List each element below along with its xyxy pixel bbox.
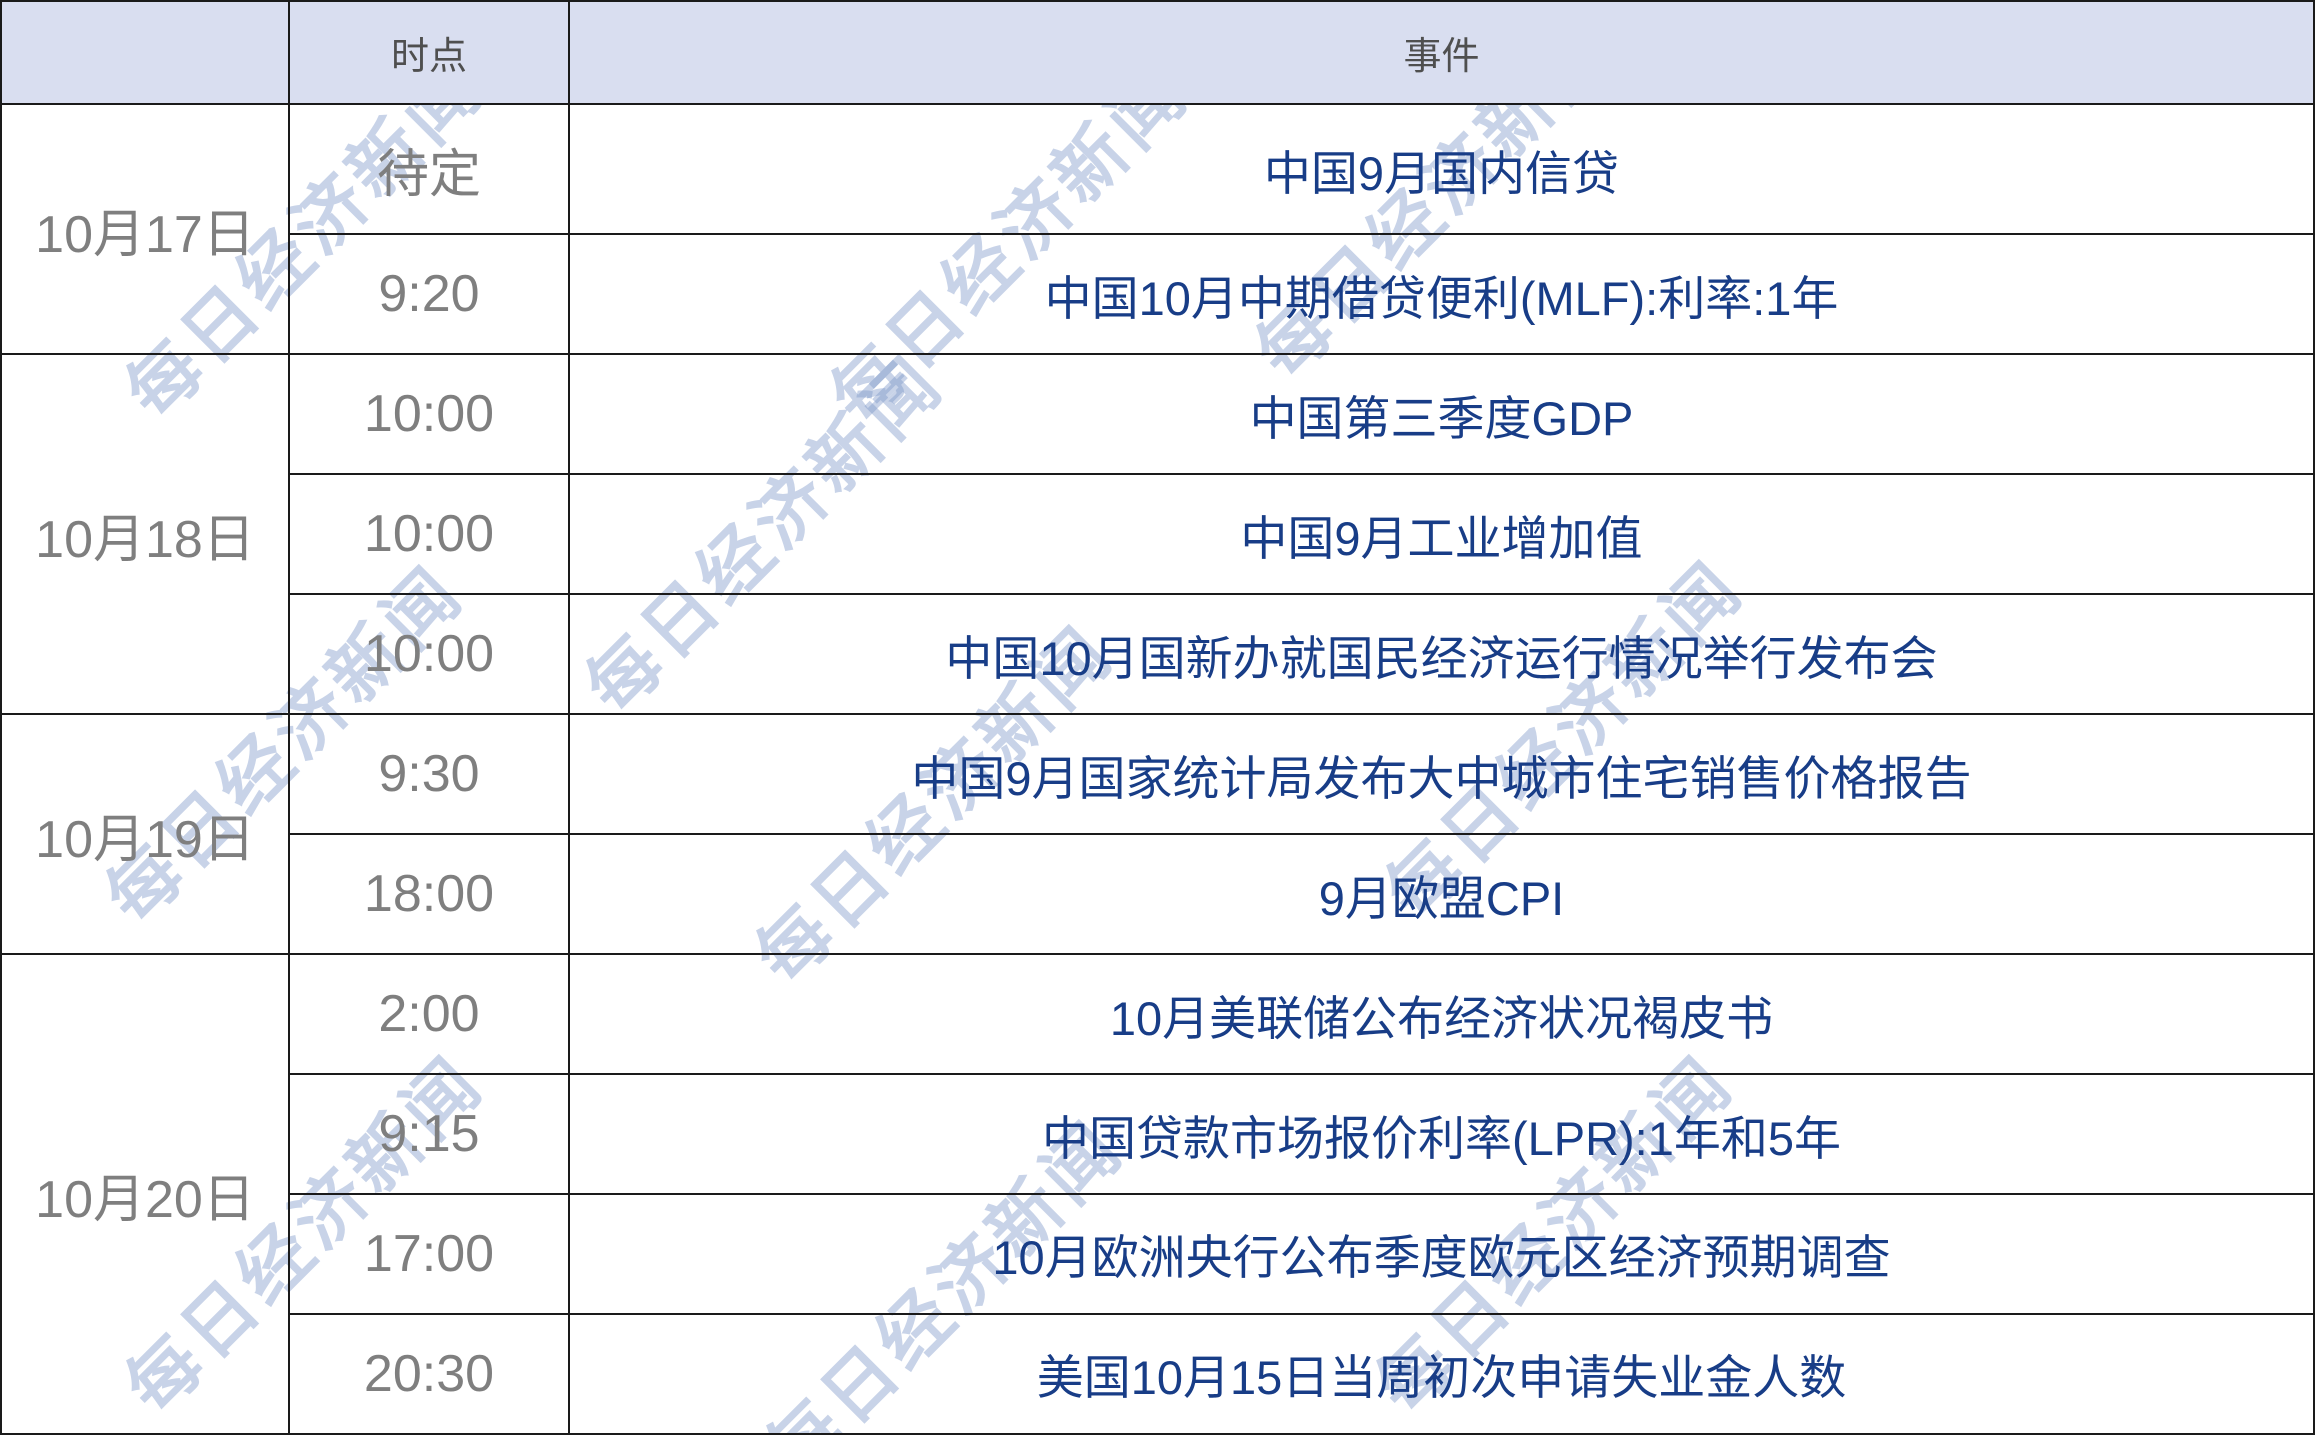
table-row: 10月18日 10:00 中国第三季度GDP bbox=[0, 353, 2315, 716]
event-cell: 中国10月国新办就国民经济运行情况举行发布会 bbox=[568, 593, 2315, 716]
event-cell: 中国9月国家统计局发布大中城市住宅销售价格报告 bbox=[568, 713, 2315, 836]
date-cell: 10月19日 bbox=[0, 713, 290, 956]
time-cell: 9:20 bbox=[288, 233, 570, 356]
time-cell: 18:00 bbox=[288, 833, 570, 956]
time-cell: 10:00 bbox=[288, 473, 570, 596]
event-cell: 中国第三季度GDP bbox=[568, 353, 2315, 476]
event-cell: 中国10月中期借贷便利(MLF):利率:1年 bbox=[568, 233, 2315, 356]
table-row: 9:20 中国10月中期借贷便利(MLF):利率:1年 bbox=[1, 233, 2315, 356]
table-row: 10月17日 待定 中国9月国内信贷 bbox=[0, 102, 2315, 356]
time-cell: 待定 bbox=[288, 102, 570, 236]
time-cell: 9:30 bbox=[288, 713, 570, 836]
table-row: 20:30 美国10月15日当周初次申请失业金人数 bbox=[1, 1312, 2315, 1435]
event-cell: 9月欧盟CPI bbox=[568, 833, 2315, 956]
time-cell: 2:00 bbox=[288, 953, 570, 1076]
table-row: 17:00 10月欧洲央行公布季度欧元区经济预期调查 bbox=[1, 1193, 2315, 1315]
time-cell: 17:00 bbox=[288, 1193, 570, 1315]
time-cell: 10:00 bbox=[288, 593, 570, 716]
event-cell: 中国贷款市场报价利率(LPR):1年和5年 bbox=[568, 1073, 2315, 1195]
time-cell: 20:30 bbox=[288, 1312, 570, 1435]
table-row: 18:00 9月欧盟CPI bbox=[1, 833, 2315, 956]
event-cell: 10月欧洲央行公布季度欧元区经济预期调查 bbox=[568, 1193, 2315, 1315]
table-row: 10月20日 2:00 10月美联储公布经济状况褐皮书 bbox=[0, 953, 2315, 1435]
date-cell: 10月17日 bbox=[0, 102, 290, 356]
table-row: 10:00 中国10月国新办就国民经济运行情况举行发布会 bbox=[1, 593, 2315, 716]
event-cell: 美国10月15日当周初次申请失业金人数 bbox=[568, 1312, 2315, 1435]
table-row: 10:00 中国9月工业增加值 bbox=[1, 473, 2315, 596]
table-row: 9:15 中国贷款市场报价利率(LPR):1年和5年 bbox=[1, 1073, 2315, 1195]
date-cell: 10月20日 bbox=[0, 953, 290, 1435]
header-time-cell: 时点 bbox=[288, 0, 570, 105]
table-row: 10月19日 9:30 中国9月国家统计局发布大中城市住宅销售价格报告 bbox=[0, 713, 2315, 956]
time-cell: 10:00 bbox=[288, 353, 570, 476]
header-date-cell bbox=[0, 0, 290, 105]
event-cell: 中国9月工业增加值 bbox=[568, 473, 2315, 596]
header-row: 时点 事件 bbox=[0, 0, 2315, 105]
event-cell: 中国9月国内信贷 bbox=[568, 102, 2315, 236]
time-cell: 9:15 bbox=[288, 1073, 570, 1195]
header-event-cell: 事件 bbox=[568, 0, 2315, 105]
event-cell: 10月美联储公布经济状况褐皮书 bbox=[568, 953, 2315, 1076]
date-cell: 10月18日 bbox=[0, 353, 290, 716]
